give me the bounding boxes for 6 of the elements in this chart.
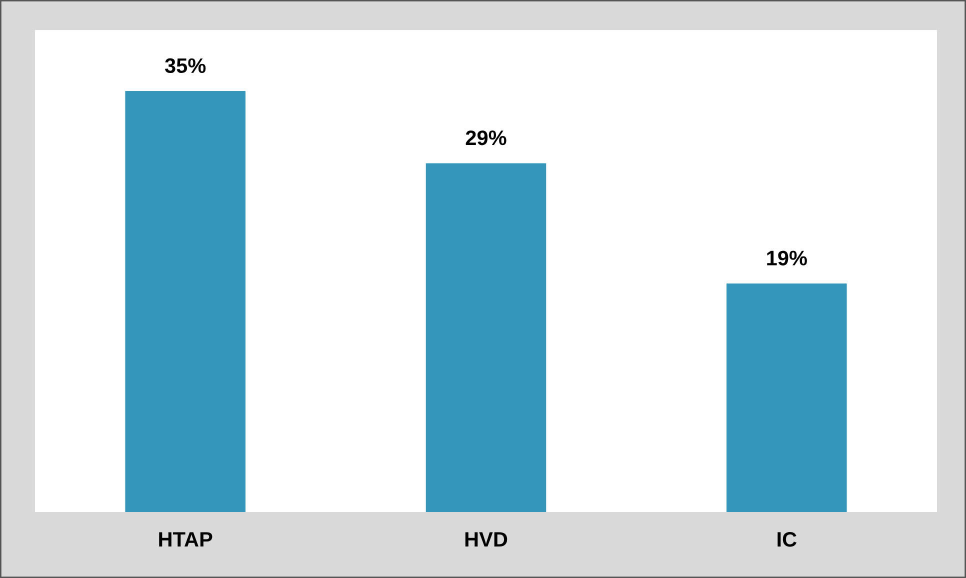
x-tick-label: IC	[778, 532, 797, 547]
data-label: 29%	[466, 130, 506, 146]
x-tick-label: HVD	[465, 532, 508, 547]
data-label: 35%	[164, 58, 206, 74]
x-tick-label: HTAP	[159, 532, 212, 547]
data-label: 19%	[767, 250, 807, 266]
